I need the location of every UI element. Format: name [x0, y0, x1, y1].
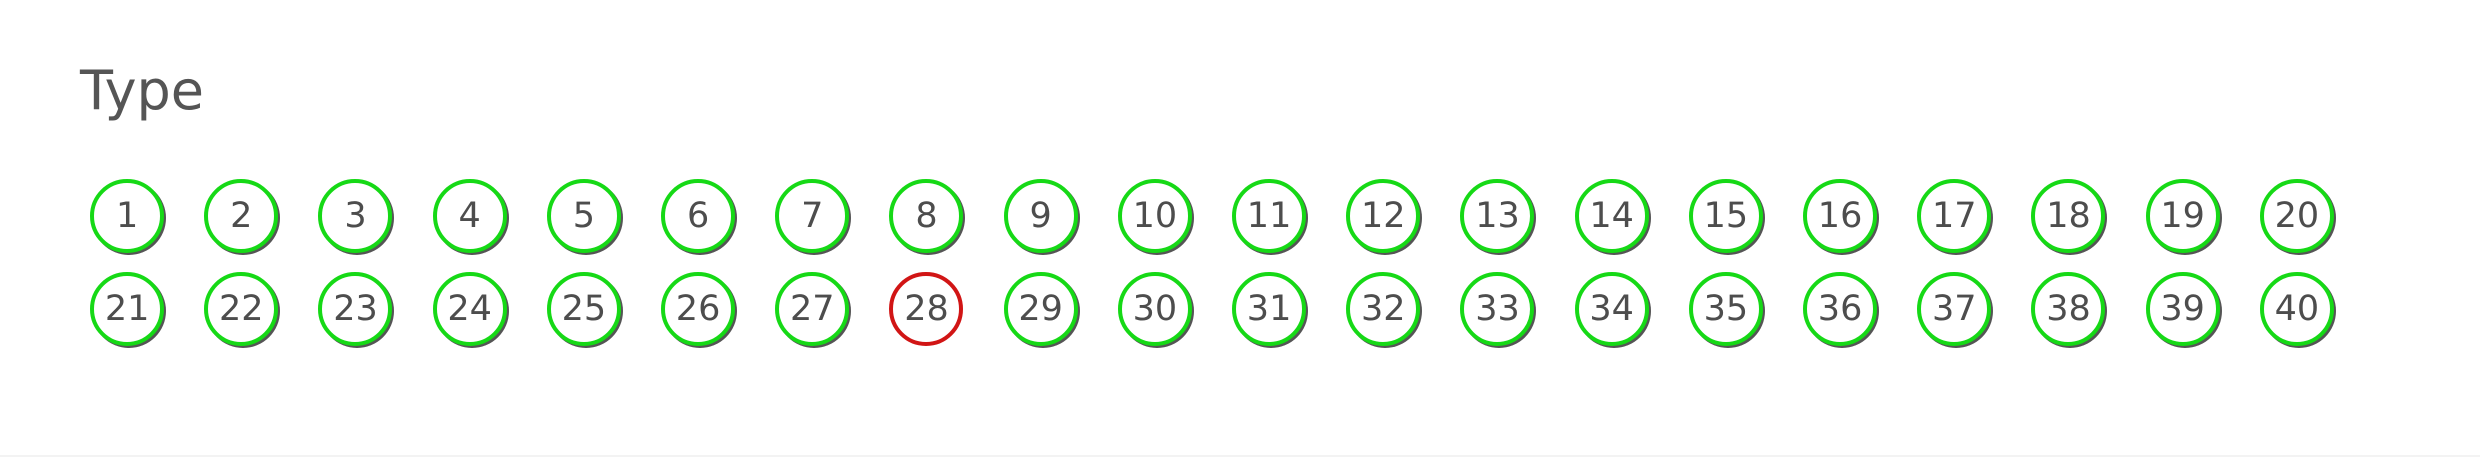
- badge-slot: 35: [1669, 270, 1783, 348]
- badge-slot: 14: [1555, 177, 1669, 255]
- badge-slot: 33: [1440, 270, 1554, 348]
- number-badge-36[interactable]: 36: [1803, 272, 1878, 346]
- badge-slot: 15: [1669, 177, 1783, 255]
- number-badge-2[interactable]: 2: [204, 179, 279, 253]
- badge-slot: 17: [1897, 177, 2011, 255]
- badge-slot: 30: [1098, 270, 1212, 348]
- badge-slot: 3: [298, 177, 412, 255]
- badge-slot: 39: [2126, 270, 2240, 348]
- badge-slot: 21: [70, 270, 184, 348]
- number-badge-14[interactable]: 14: [1574, 179, 1649, 253]
- number-badge-39[interactable]: 39: [2145, 272, 2220, 346]
- number-badge-27[interactable]: 27: [775, 272, 850, 346]
- number-badge-30[interactable]: 30: [1117, 272, 1192, 346]
- number-badge-38[interactable]: 38: [2031, 272, 2106, 346]
- badge-slot: 11: [1212, 177, 1326, 255]
- number-badge-8[interactable]: 8: [889, 179, 964, 253]
- number-badge-40[interactable]: 40: [2259, 272, 2334, 346]
- number-badge-15[interactable]: 15: [1688, 179, 1763, 253]
- number-badge-18[interactable]: 18: [2031, 179, 2106, 253]
- badge-slot: 28: [869, 270, 983, 348]
- bottom-divider: [0, 455, 2480, 457]
- badge-slot: 5: [527, 177, 641, 255]
- number-badge-37[interactable]: 37: [1917, 272, 1992, 346]
- number-badge-33[interactable]: 33: [1460, 272, 1535, 346]
- badge-slot: 10: [1098, 177, 1212, 255]
- badge-slot: 20: [2240, 177, 2354, 255]
- badge-slot: 22: [184, 270, 298, 348]
- number-badge-19[interactable]: 19: [2145, 179, 2220, 253]
- page-title: Type: [80, 59, 205, 122]
- badge-slot: 36: [1783, 270, 1897, 348]
- number-badge-34[interactable]: 34: [1574, 272, 1649, 346]
- badge-slot: 7: [755, 177, 869, 255]
- badge-slot: 38: [2011, 270, 2125, 348]
- number-badge-7[interactable]: 7: [775, 179, 850, 253]
- number-badge-22[interactable]: 22: [204, 272, 279, 346]
- number-badge-35[interactable]: 35: [1688, 272, 1763, 346]
- badge-slot: 24: [413, 270, 527, 348]
- number-badge-25[interactable]: 25: [546, 272, 621, 346]
- number-badge-grid: 1 2 3 4 5 6 7 8 9 10 11 12 13 14 15 16 17 18 19 20 21 22 23 24 2…: [70, 177, 2354, 360]
- number-badge-16[interactable]: 16: [1803, 179, 1878, 253]
- badge-slot: 34: [1555, 270, 1669, 348]
- badge-slot: 1: [70, 177, 184, 255]
- number-badge-10[interactable]: 10: [1117, 179, 1192, 253]
- badge-slot: 4: [413, 177, 527, 255]
- badge-slot: 40: [2240, 270, 2354, 348]
- number-badge-13[interactable]: 13: [1460, 179, 1535, 253]
- badge-slot: 18: [2011, 177, 2125, 255]
- badge-slot: 6: [641, 177, 755, 255]
- badge-slot: 37: [1897, 270, 2011, 348]
- badge-slot: 29: [984, 270, 1098, 348]
- badge-slot: 9: [984, 177, 1098, 255]
- number-badge-23[interactable]: 23: [318, 272, 393, 346]
- badge-slot: 27: [755, 270, 869, 348]
- badge-slot: 16: [1783, 177, 1897, 255]
- badge-slot: 2: [184, 177, 298, 255]
- number-badge-26[interactable]: 26: [661, 272, 736, 346]
- number-badge-20[interactable]: 20: [2259, 179, 2334, 253]
- badge-slot: 26: [641, 270, 755, 348]
- number-badge-29[interactable]: 29: [1003, 272, 1078, 346]
- badge-slot: 13: [1440, 177, 1554, 255]
- number-badge-12[interactable]: 12: [1346, 179, 1421, 253]
- number-badge-5[interactable]: 5: [546, 179, 621, 253]
- number-badge-6[interactable]: 6: [661, 179, 736, 253]
- badge-slot: 8: [869, 177, 983, 255]
- badge-slot: 31: [1212, 270, 1326, 348]
- badge-slot: 32: [1326, 270, 1440, 348]
- number-badge-17[interactable]: 17: [1917, 179, 1992, 253]
- number-badge-1[interactable]: 1: [90, 179, 165, 253]
- number-badge-32[interactable]: 32: [1346, 272, 1421, 346]
- badge-slot: 19: [2126, 177, 2240, 255]
- number-badge-28[interactable]: 28: [889, 272, 964, 346]
- number-badge-31[interactable]: 31: [1232, 272, 1307, 346]
- number-badge-3[interactable]: 3: [318, 179, 393, 253]
- number-badge-24[interactable]: 24: [432, 272, 507, 346]
- badge-slot: 12: [1326, 177, 1440, 255]
- badge-slot: 23: [298, 270, 412, 348]
- number-badge-11[interactable]: 11: [1232, 179, 1307, 253]
- number-badge-9[interactable]: 9: [1003, 179, 1078, 253]
- number-badge-21[interactable]: 21: [90, 272, 165, 346]
- badge-slot: 25: [527, 270, 641, 348]
- number-badge-4[interactable]: 4: [432, 179, 507, 253]
